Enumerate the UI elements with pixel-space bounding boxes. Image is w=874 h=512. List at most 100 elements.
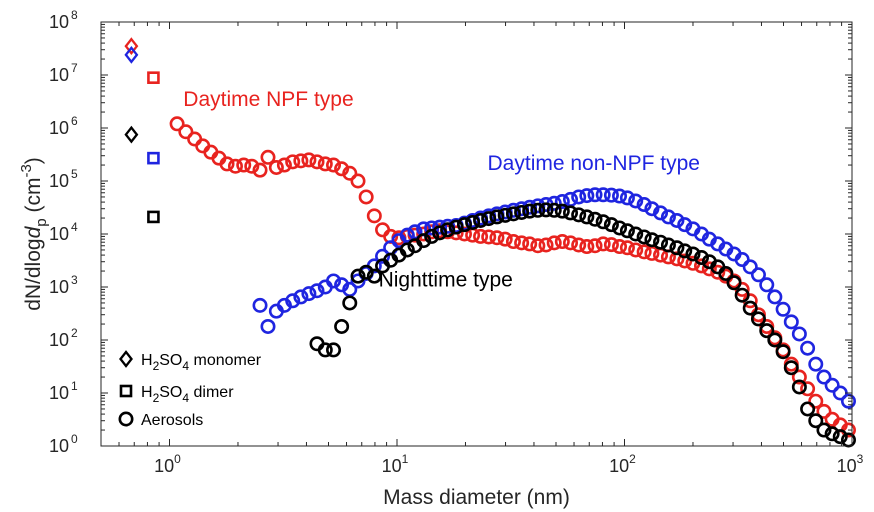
aerosol-circle-point	[693, 250, 709, 266]
monomer-diamond-point	[124, 37, 139, 56]
aerosol-circle-point	[342, 165, 358, 181]
aerosol-circle-point	[734, 287, 750, 303]
aerosol-circle-point	[285, 293, 301, 309]
y-tick-label: 10	[49, 12, 69, 32]
legend-entry-label: H2SO4 monomer	[141, 352, 262, 373]
aerosol-circle-point	[178, 124, 194, 140]
aerosol-circle-point	[750, 311, 766, 327]
aerosol-circle-point	[808, 356, 824, 372]
y-tick-exponent: 0	[71, 432, 78, 446]
aerosol-circle-point	[734, 252, 750, 268]
aerosol-circle-point	[587, 211, 603, 227]
y-tick-exponent: 4	[71, 220, 78, 234]
y-tick-label: 10	[49, 65, 69, 85]
aerosol-circle-point	[595, 236, 611, 252]
y-tick-label: 10	[49, 383, 69, 403]
aerosol-circle-point	[546, 235, 562, 251]
dimer-square-point	[147, 71, 160, 84]
aerosol-circle-point	[497, 231, 513, 247]
aerosol-circle-point	[726, 275, 742, 291]
aerosol-circle-point	[612, 220, 628, 236]
aerosol-circle-point	[644, 245, 660, 261]
aerosol-circle-point	[301, 286, 317, 302]
aerosol-circle-point	[619, 240, 635, 256]
aerosol-circle-point	[317, 156, 333, 172]
legend-entry-label: Aerosols	[141, 412, 203, 429]
legend-entry-label: H2SO4 dimer	[141, 384, 234, 405]
aerosol-circle-point	[669, 212, 685, 228]
aerosol-circle-point	[571, 207, 587, 223]
aerosol-circle-point	[554, 203, 570, 219]
aerosol-circle-point	[563, 191, 579, 207]
aerosol-circle-point	[407, 224, 423, 240]
aerosol-circle-point	[326, 273, 342, 289]
aerosol-circle-point	[326, 157, 342, 173]
aerosol-circle-point	[628, 193, 644, 209]
aerosol-circle-point	[767, 289, 783, 305]
aerosol-circle-point	[816, 403, 832, 419]
aerosol-circle-point	[644, 201, 660, 217]
y-tick-label: 10	[49, 330, 69, 350]
aerosol-circle-point	[366, 208, 382, 224]
aerosol-circle-point	[546, 202, 562, 218]
aerosol-circle-point	[603, 237, 619, 253]
aerosol-circle-point	[660, 209, 676, 225]
monomer-diamond-point	[124, 45, 139, 64]
aerosol-circle-point	[791, 326, 807, 342]
aerosol-circle-point	[808, 413, 824, 429]
aerosol-circle-point	[268, 159, 284, 175]
aerosol-circle-point	[767, 332, 783, 348]
y-tick-exponent: 6	[71, 114, 78, 128]
aerosol-circle-point	[595, 187, 611, 203]
legend-circle-marker	[118, 411, 134, 427]
aerosol-circle-point	[619, 223, 635, 239]
aerosol-circle-point	[636, 229, 652, 245]
aerosol-circle-point	[685, 246, 701, 262]
aerosol-circle-point	[301, 152, 317, 168]
y-tick-label: 10	[49, 171, 69, 191]
aerosol-circle-point	[816, 369, 832, 385]
aerosol-circle-point	[424, 228, 440, 244]
aerosol-circle-point	[677, 217, 693, 233]
y-tick-exponent: 5	[71, 167, 78, 181]
dimer-square-point	[147, 151, 160, 165]
aerosol-circle-point	[653, 205, 669, 221]
y-tick-label: 10	[49, 118, 69, 138]
aerosol-circle-point	[677, 243, 693, 259]
aerosol-circle-point	[660, 237, 676, 253]
aerosol-circle-point	[473, 228, 489, 244]
y-tick-exponent: 2	[71, 326, 78, 340]
y-tick-exponent: 3	[71, 273, 78, 287]
aerosol-circle-point	[628, 226, 644, 242]
aerosol-circle-point	[816, 422, 832, 438]
aerosol-circle-point	[669, 240, 685, 256]
legend-diamond-marker	[119, 350, 133, 368]
aerosol-circle-point	[350, 268, 366, 284]
aerosol-circle-point	[350, 173, 366, 189]
aerosol-circle-point	[579, 209, 595, 225]
aerosol-circle-point	[775, 301, 791, 317]
aerosol-circle-point	[571, 237, 587, 253]
x-tick-label: 102	[609, 452, 636, 476]
aerosol-circle-point	[759, 277, 775, 293]
annotations: Daytime NPF type Daytime non-NPF type Nigh…	[183, 88, 700, 291]
aerosol-circle-point	[783, 314, 799, 330]
x-axis-label: Mass diameter (nm)	[383, 486, 570, 509]
aerosol-circle-point	[334, 161, 350, 177]
aerosol-circle-point	[293, 153, 309, 169]
aerosol-circle-point	[440, 222, 456, 238]
x-tick-label: 101	[382, 452, 409, 476]
aerosol-circle-point	[497, 207, 513, 223]
aerosol-circle-point	[636, 244, 652, 260]
y-tick-label: 10	[49, 277, 69, 297]
aerosol-circle-point	[309, 283, 325, 299]
aerosol-circle-point	[244, 158, 260, 174]
aerosol-circle-point	[612, 239, 628, 255]
series-annotation: Nighttime type	[379, 268, 513, 291]
y-tick-label: 10	[49, 436, 69, 456]
aerosol-circle-point	[644, 232, 660, 248]
aerosol-circle-point	[522, 203, 538, 219]
aerosol-circle-point	[579, 239, 595, 255]
